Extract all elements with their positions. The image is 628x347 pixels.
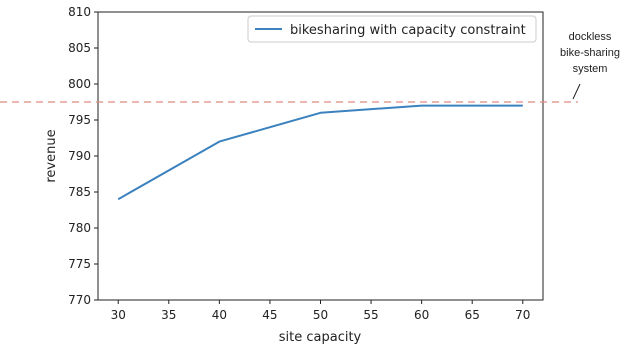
x-tick-label: 55 — [363, 308, 378, 322]
annotation-line-3: system — [573, 63, 608, 75]
legend-label: bikesharing with capacity constraint — [290, 23, 526, 38]
annotation-line-1: dockless — [569, 31, 612, 43]
y-tick-label: 795 — [68, 113, 91, 127]
plot-frame — [97, 11, 544, 301]
series-layer — [117, 104, 523, 201]
plot-area — [97, 11, 544, 301]
y-tick-label: 810 — [68, 5, 91, 19]
y-tick-label: 775 — [68, 257, 91, 271]
y-axis-ticks: 770 775 780 785 790 795 800 805 810 — [68, 5, 98, 307]
x-tick-label: 35 — [161, 308, 176, 322]
y-axis-title: revenue — [44, 129, 59, 182]
y-tick-label: 800 — [68, 77, 91, 91]
x-tick-label: 70 — [515, 308, 530, 322]
y-tick-label: 790 — [68, 149, 91, 163]
x-tick-label: 60 — [414, 308, 429, 322]
x-tick-label: 40 — [212, 308, 227, 322]
annotation-line-2: bike-sharing — [560, 47, 620, 59]
series-line — [117, 104, 523, 201]
y-tick-label: 780 — [68, 221, 91, 235]
x-tick-label: 30 — [111, 308, 126, 322]
x-axis-ticks: 30 35 40 45 50 55 60 65 70 — [111, 300, 530, 322]
x-axis-title: site capacity — [279, 330, 362, 345]
y-tick-label: 785 — [68, 185, 91, 199]
annotation: dockless bike-sharing system — [560, 31, 620, 100]
x-tick-label: 45 — [262, 308, 277, 322]
y-tick-label: 805 — [68, 41, 91, 55]
y-tick-label: 770 — [68, 293, 91, 307]
annotation-pointer — [572, 83, 581, 100]
x-tick-label: 50 — [313, 308, 328, 322]
legend: bikesharing with capacity constraint — [247, 15, 537, 43]
x-tick-label: 65 — [465, 308, 480, 322]
legend-box — [247, 15, 537, 43]
